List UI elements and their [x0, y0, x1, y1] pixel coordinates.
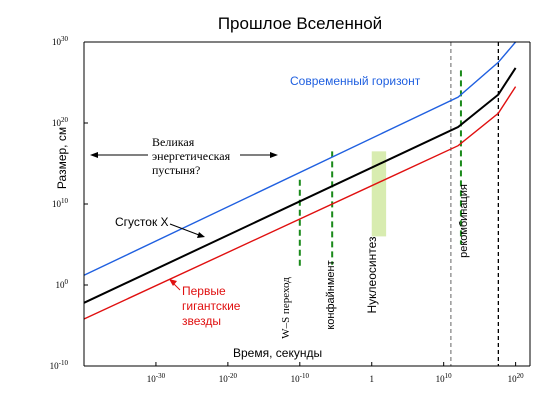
series-line-3 [83, 86, 517, 320]
desert-arrow-right-head [270, 152, 278, 158]
y-tick-label-5: 10-10 [50, 359, 69, 371]
y-tick-label-2: 1020 [52, 116, 69, 128]
plot-frame [83, 41, 531, 367]
clump-arrow-head [197, 232, 205, 238]
plot-area [83, 41, 517, 366]
clump-arrow [169, 223, 200, 236]
recombination-label: рекомбинация [458, 184, 470, 258]
stars-arrow-head [169, 279, 177, 286]
x-tick-label-3: 10-10 [291, 372, 310, 384]
annotations: Современный горизонт Великая энергетичес… [90, 74, 470, 339]
nucleosynthesis-band [371, 151, 387, 237]
axis-ticks: 10-30 10-20 10-10 1 1010 1020 1030 1020 1010 100 1… [50, 35, 524, 384]
y-axis-label: Размер, см [55, 127, 69, 189]
ws-transition-label: W–S переход [280, 277, 292, 339]
chart-title: Прошлое Вселенной [218, 14, 382, 33]
x-axis-label: Время, секунды [233, 346, 322, 360]
y-tick-label-4: 100 [56, 278, 69, 290]
y-tick-label-3: 1010 [52, 197, 69, 209]
x-tick-label-2: 10-20 [219, 372, 238, 384]
desert-label-line-3: пустыня? [152, 163, 200, 177]
y-tick-label-1: 1030 [52, 35, 69, 47]
desert-label-line-2: энергетическая [152, 149, 231, 163]
desert-arrow-left-head [90, 152, 98, 158]
x-tick-label-6: 1020 [508, 372, 525, 384]
desert-label-line-1: Великая [152, 135, 195, 149]
stars-label-line-3: звезды [182, 314, 221, 328]
x-tick-label-5: 1010 [436, 372, 453, 384]
series-line-1 [83, 41, 517, 276]
nucleosynthesis-label: Нуклеосинтез [365, 236, 379, 314]
x-tick-label-4: 1 [369, 374, 374, 384]
confinement-label: конфайнмент [325, 260, 337, 329]
stars-label-line-2: гигантские [182, 299, 241, 313]
stars-label-line-1: Первые [182, 284, 226, 298]
horizon-label: Современный горизонт [290, 74, 421, 88]
clump-label: Сгусток X [115, 215, 169, 229]
series-line-2 [83, 67, 517, 304]
x-tick-label-1: 10-30 [147, 372, 166, 384]
